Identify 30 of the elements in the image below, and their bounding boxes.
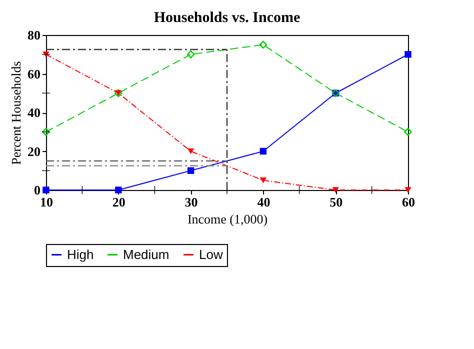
point [187, 148, 194, 154]
legend-label: Low [199, 246, 224, 262]
x-axis-title: Income (1,000) [187, 212, 268, 226]
point [332, 187, 339, 193]
x-tick-label: 40 [257, 194, 270, 210]
point [404, 128, 412, 136]
point [260, 148, 267, 155]
chart-title: Households vs. Income [154, 10, 300, 26]
point [186, 50, 195, 58]
y-tick-label: 0 [34, 182, 40, 198]
point [404, 51, 412, 58]
y-tick-label: 60 [28, 66, 40, 82]
point [42, 186, 50, 194]
y-axis-title: Percent Households [8, 61, 24, 165]
y-tick-label: 20 [28, 144, 40, 159]
y-tick-label: 80 [28, 28, 40, 42]
x-tick-label: 30 [184, 194, 198, 210]
x-tick-label: 50 [330, 194, 343, 210]
point [42, 128, 50, 136]
legend-label: Medium [123, 246, 170, 262]
point [115, 186, 122, 194]
y-tick-label: 40 [28, 105, 40, 120]
point [187, 167, 194, 174]
point [259, 40, 268, 49]
legend-label: High [67, 246, 94, 262]
x-tick-label: 20 [112, 194, 126, 210]
x-tick-label: 60 [402, 194, 415, 210]
point [404, 187, 412, 193]
point [260, 177, 267, 184]
x-tick-label: 10 [40, 194, 53, 210]
